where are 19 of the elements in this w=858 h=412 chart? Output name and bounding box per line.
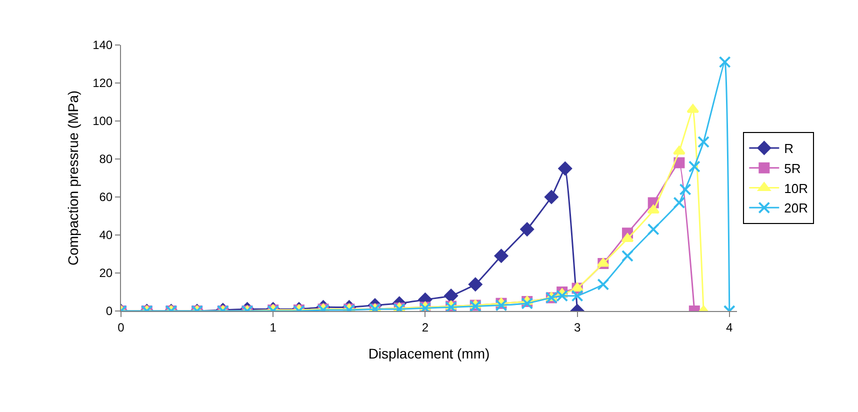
- y-tick-label: 120: [92, 76, 113, 90]
- y-tick-label: 100: [92, 114, 113, 128]
- y-tick-label: 140: [92, 38, 113, 52]
- x-axis-title: Displacement (mm): [368, 346, 490, 362]
- legend-label: R: [784, 141, 794, 156]
- x-tick-label: 2: [422, 320, 429, 334]
- legend-label: 10R: [784, 180, 808, 196]
- x-tick-label: 3: [574, 320, 581, 334]
- y-tick-label: 0: [106, 304, 113, 318]
- y-axis-title: Compaction pressrue (MPa): [65, 90, 82, 266]
- y-tick-label: 80: [99, 152, 113, 166]
- legend-label: 20R: [784, 200, 808, 216]
- y-tick-label: 60: [99, 190, 113, 204]
- x-tick-label: 4: [726, 320, 734, 334]
- y-tick-label: 20: [99, 266, 113, 280]
- x-tick-label: 0: [118, 320, 125, 334]
- x-tick-label: 1: [270, 320, 277, 334]
- y-tick-label: 40: [99, 228, 113, 242]
- legend-label: 5R: [784, 160, 801, 176]
